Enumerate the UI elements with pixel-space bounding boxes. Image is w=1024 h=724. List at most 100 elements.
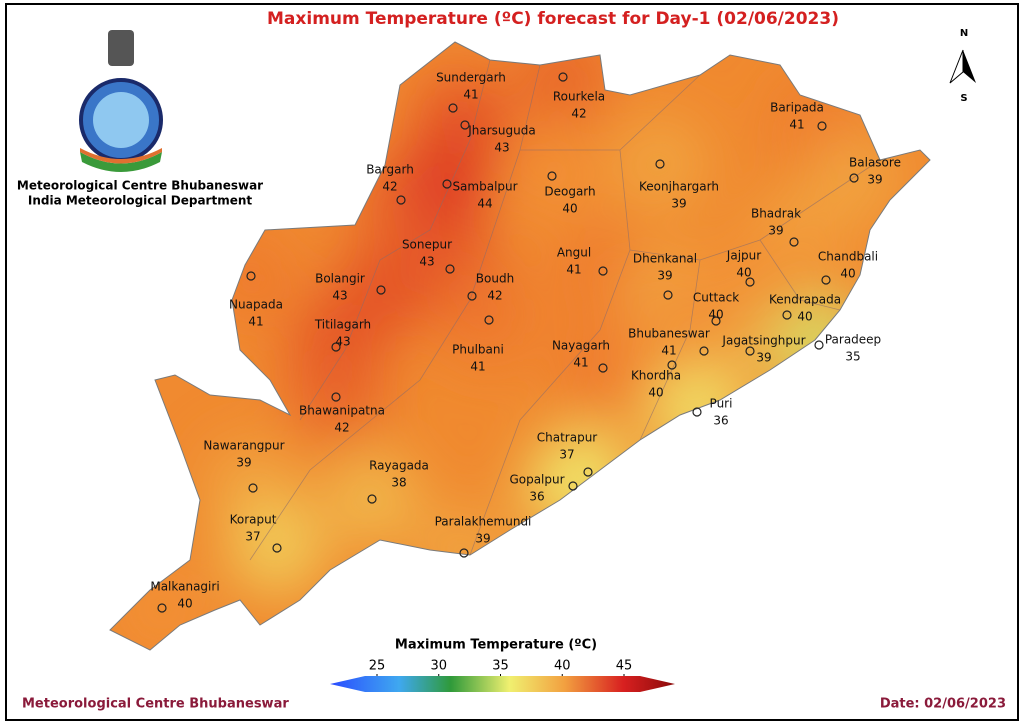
station-marker: [157, 603, 167, 613]
station-temp: 39: [867, 173, 882, 187]
station-name: Bhubaneswar: [628, 327, 710, 341]
station-name: Nayagarh: [552, 339, 610, 353]
station-name: Boudh: [476, 272, 514, 286]
station-temp: 37: [245, 530, 260, 544]
station-name: Sambalpur: [452, 180, 517, 194]
station-name: Sundergarh: [436, 71, 506, 85]
station-temp: 41: [248, 315, 263, 329]
station-marker: [598, 266, 608, 276]
station-temp: 42: [334, 421, 349, 435]
station-name: Dhenkanal: [633, 252, 697, 266]
compass-south: S: [960, 93, 967, 104]
station-name: Bargarh: [366, 163, 414, 177]
station-marker: [667, 360, 677, 370]
compass: [949, 49, 976, 84]
station-marker: [598, 363, 608, 373]
station-name: Angul: [557, 246, 591, 260]
station-name: Nuapada: [229, 298, 283, 312]
station-temp: 40: [840, 267, 855, 281]
station-temp: 42: [487, 289, 502, 303]
station-temp: 40: [736, 266, 751, 280]
station-temp: 39: [756, 351, 771, 365]
station-marker: [246, 271, 256, 281]
station-temp: 39: [768, 224, 783, 238]
station-temp: 42: [571, 107, 586, 121]
legend-ticks: 25 30 35 40 45: [369, 659, 633, 676]
station-name: Bhawanipatna: [299, 404, 385, 418]
station-temp: 38: [391, 476, 406, 490]
station-marker: [459, 548, 469, 558]
station-name: Rayagada: [369, 459, 429, 473]
station-temp: 40: [797, 310, 812, 324]
station-name: Rourkela: [553, 90, 605, 104]
station-marker: [782, 310, 792, 320]
station-marker: [396, 195, 406, 205]
station-name: Jagatsinghpur: [721, 334, 805, 348]
station-marker: [583, 467, 593, 477]
color-bar: [330, 676, 675, 692]
station-temp: 37: [559, 448, 574, 462]
station-marker: [814, 340, 824, 350]
station-marker: [663, 290, 673, 300]
station-name: Jharsuguda: [467, 124, 535, 138]
station-temp: 39: [671, 197, 686, 211]
station-marker: [376, 285, 386, 295]
station-temp: 40: [648, 386, 663, 400]
station-marker: [467, 291, 477, 301]
footer-date: Date: 02/06/2023: [880, 697, 1006, 712]
station-temp: 42: [382, 180, 397, 194]
station-temp: 35: [845, 350, 860, 364]
station-marker: [789, 237, 799, 247]
station-marker: [692, 407, 702, 417]
station-marker: [331, 342, 341, 352]
footer-org: Meteorological Centre Bhubaneswar: [22, 697, 289, 712]
org-department: India Meteorological Department: [28, 194, 253, 208]
station-marker: [568, 481, 578, 491]
station-temp: 39: [236, 456, 251, 470]
station-name: Paradeep: [825, 333, 881, 347]
station-marker: [272, 543, 282, 553]
station-temp: 43: [332, 289, 347, 303]
station-name: Kendrapada: [769, 293, 841, 307]
station-marker: [821, 275, 831, 285]
station-temp: 40: [562, 202, 577, 216]
station-temp: 43: [494, 141, 509, 155]
station-marker: [448, 103, 458, 113]
station-marker: [547, 171, 557, 181]
station-name: Chandbali: [818, 250, 878, 264]
station-name: Jajpur: [726, 249, 761, 263]
station-temp: 41: [573, 356, 588, 370]
station-temp: 41: [789, 118, 804, 132]
temperature-blob: [288, 349, 384, 445]
station-name: Gopalpur: [509, 473, 564, 487]
station-name: Sonepur: [402, 238, 452, 252]
org-name: Meteorological Centre Bhubaneswar: [17, 179, 263, 193]
station-name: Cuttack: [693, 291, 739, 305]
station-marker: [745, 277, 755, 287]
temperature-blob: [399, 136, 495, 232]
station-name: Malkanagiri: [150, 580, 219, 594]
station-temp: 36: [529, 490, 544, 504]
temperature-blob: [441, 272, 537, 368]
temperature-blob: [555, 320, 651, 416]
legend-tick-label: 35: [492, 659, 509, 674]
station-name: Chatrapur: [537, 431, 598, 445]
station-marker: [745, 346, 755, 356]
station-name: Deogarh: [544, 185, 595, 199]
station-temp: 41: [470, 360, 485, 374]
station-marker: [331, 392, 341, 402]
title: Maximum Temperature (ºC) forecast for Da…: [267, 9, 839, 29]
station-temp: 41: [661, 344, 676, 358]
station-marker: [367, 494, 377, 504]
station-name: Khordha: [631, 369, 681, 383]
station-marker: [248, 483, 258, 493]
station-name: Koraput: [230, 513, 277, 527]
station-name: Paralakhemundi: [435, 515, 532, 529]
station-marker: [558, 72, 568, 82]
station-marker: [817, 121, 827, 131]
station-name: Nawarangpur: [203, 439, 284, 453]
legend-tick-label: 45: [616, 659, 633, 674]
station-marker: [442, 179, 452, 189]
station-marker: [484, 315, 494, 325]
station-temp: 39: [657, 269, 672, 283]
